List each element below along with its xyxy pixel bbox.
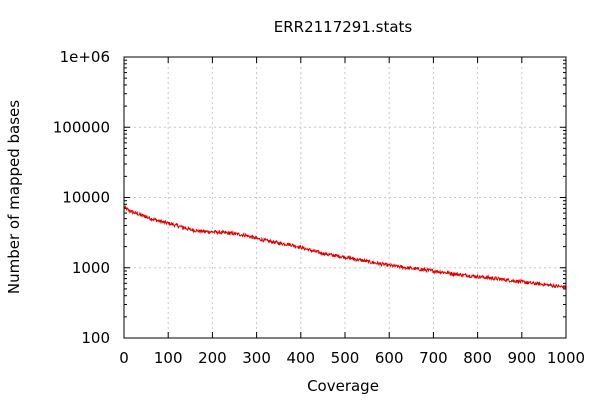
x-axis-label: Coverage [307, 377, 379, 395]
y-tick-label: 100 [81, 329, 110, 347]
series-line [123, 205, 567, 290]
y-tick-label: 1e+06 [60, 48, 110, 66]
x-tick-label: 700 [419, 349, 448, 367]
x-tick-label: 600 [375, 349, 404, 367]
x-tick-label: 1000 [547, 349, 585, 367]
grid [124, 57, 566, 338]
y-tick-label: 10000 [62, 189, 110, 207]
chart-title: ERR2117291.stats [274, 18, 413, 36]
x-tick-labels: 0 100 200 300 400 500 600 700 800 900 1000 [119, 349, 585, 367]
series-layer [123, 205, 567, 290]
x-tick-label: 800 [463, 349, 492, 367]
y-tick-label: 1000 [72, 259, 110, 277]
y-tick-label: 100000 [53, 118, 110, 136]
y-tick-labels: 100 1000 10000 100000 1e+06 [53, 48, 110, 347]
x-tick-label: 200 [198, 349, 227, 367]
x-tick-label: 900 [507, 349, 536, 367]
x-tick-label: 400 [286, 349, 315, 367]
x-tick-label: 100 [154, 349, 183, 367]
x-tick-label: 500 [331, 349, 360, 367]
plot-frame [123, 56, 567, 339]
x-tick-label: 0 [119, 349, 129, 367]
x-tick-label: 300 [242, 349, 271, 367]
y-axis-label: Number of mapped bases [5, 100, 23, 294]
